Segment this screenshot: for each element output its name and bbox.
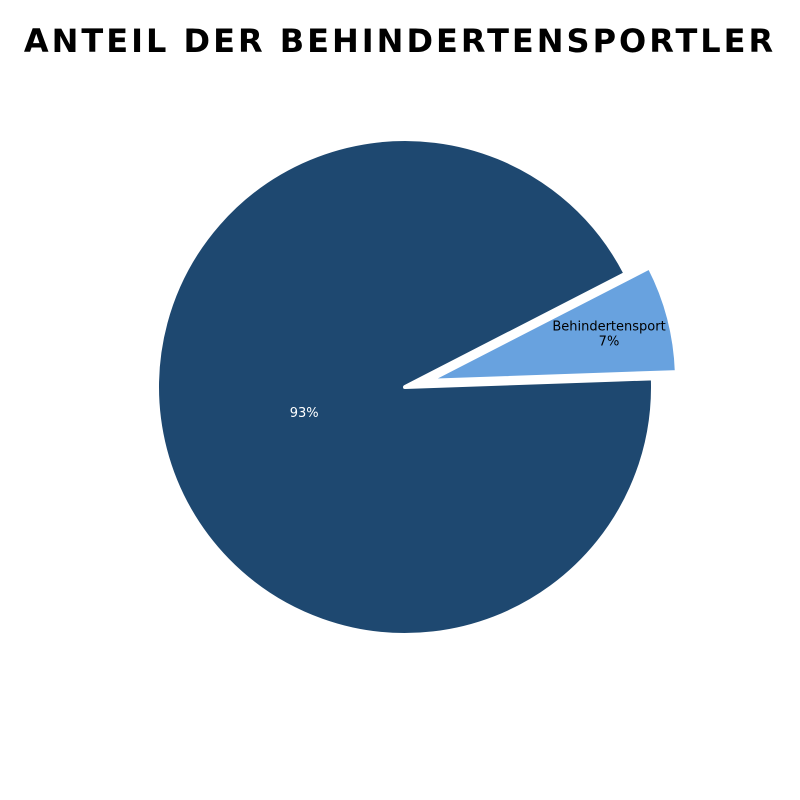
slice-value-label: 7% [599, 334, 620, 349]
pie-slice [155, 137, 655, 637]
slice-value-label: 93% [290, 406, 319, 421]
pie-slice [426, 265, 679, 383]
slice-name-label: Behindertensport [552, 319, 665, 334]
chart-title: ANTEIL DER BEHINDERTENSPORTLER [24, 22, 776, 60]
